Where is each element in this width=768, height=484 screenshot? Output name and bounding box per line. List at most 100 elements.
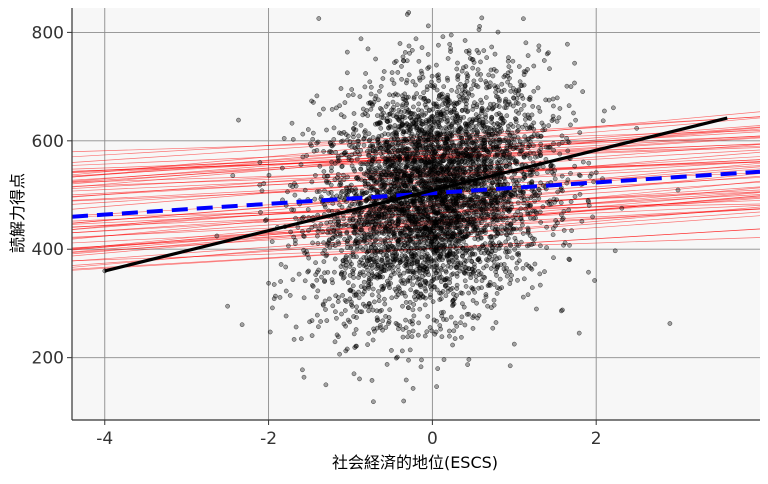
- data-point: [315, 139, 321, 145]
- data-point: [324, 127, 329, 133]
- data-point: [421, 112, 427, 118]
- data-point: [473, 112, 479, 117]
- data-point: [438, 92, 444, 97]
- data-point: [292, 241, 298, 247]
- data-point: [408, 165, 414, 170]
- data-point: [366, 284, 372, 289]
- data-point: [435, 366, 441, 371]
- data-point: [395, 176, 400, 182]
- data-point: [472, 244, 478, 250]
- data-point: [432, 235, 438, 240]
- data-point: [550, 226, 556, 231]
- data-point: [381, 69, 387, 74]
- data-point: [380, 76, 386, 81]
- data-point: [493, 269, 499, 275]
- data-point: [324, 173, 330, 179]
- data-point: [327, 140, 333, 145]
- data-point: [389, 219, 395, 225]
- data-point: [353, 343, 359, 349]
- data-point: [459, 135, 464, 141]
- data-point: [351, 212, 356, 218]
- data-point: [528, 134, 534, 140]
- data-point: [472, 100, 477, 106]
- data-point: [337, 103, 342, 109]
- data-point: [347, 287, 353, 293]
- data-point: [439, 310, 444, 315]
- data-point: [377, 88, 382, 94]
- data-point: [384, 219, 390, 225]
- data-point: [462, 269, 467, 275]
- data-point: [365, 46, 371, 52]
- data-point: [456, 93, 462, 99]
- data-point: [306, 268, 311, 274]
- data-point: [416, 256, 422, 261]
- data-point: [404, 100, 409, 106]
- data-point: [536, 105, 541, 110]
- data-point: [525, 229, 531, 234]
- data-point: [357, 376, 362, 382]
- data-point: [365, 267, 370, 273]
- data-point: [401, 398, 407, 404]
- data-point: [400, 54, 406, 60]
- data-point: [382, 301, 388, 307]
- data-point: [471, 261, 477, 267]
- data-point: [347, 264, 353, 269]
- data-point: [423, 99, 429, 105]
- data-point: [342, 236, 347, 242]
- data-point: [431, 119, 437, 125]
- data-point: [538, 141, 544, 147]
- data-point: [314, 93, 320, 99]
- data-point: [473, 274, 479, 279]
- data-point: [438, 210, 444, 216]
- data-point: [552, 176, 558, 182]
- data-point: [555, 220, 560, 226]
- data-point: [484, 55, 490, 60]
- data-point: [323, 253, 329, 259]
- data-point: [481, 128, 487, 134]
- data-point: [263, 218, 268, 223]
- data-point: [332, 256, 338, 262]
- data-point: [375, 137, 380, 143]
- data-point: [463, 265, 469, 271]
- data-point: [361, 279, 367, 285]
- data-point: [374, 190, 380, 196]
- data-point: [360, 191, 366, 197]
- data-point: [382, 238, 388, 244]
- data-point: [429, 258, 435, 263]
- data-point: [370, 337, 376, 343]
- data-point: [396, 127, 402, 132]
- data-point: [375, 113, 380, 118]
- data-point: [405, 173, 411, 179]
- data-point: [406, 184, 411, 190]
- data-point: [481, 48, 487, 53]
- data-point: [492, 51, 498, 57]
- data-point: [336, 334, 341, 340]
- data-point: [497, 276, 503, 282]
- data-point: [514, 145, 520, 151]
- data-point: [301, 247, 306, 253]
- data-point: [479, 243, 485, 249]
- data-point: [521, 154, 527, 160]
- data-point: [541, 123, 547, 129]
- data-point: [366, 100, 371, 106]
- data-point: [391, 153, 396, 159]
- data-point: [452, 320, 458, 326]
- data-point: [460, 151, 465, 156]
- data-point: [475, 84, 481, 90]
- data-point: [335, 154, 341, 159]
- data-point: [440, 34, 446, 40]
- data-point: [454, 220, 460, 225]
- data-point: [370, 286, 376, 292]
- data-point: [544, 51, 550, 57]
- data-point: [364, 108, 370, 113]
- data-point: [300, 367, 305, 373]
- data-point: [590, 214, 595, 220]
- data-point: [425, 23, 431, 29]
- data-point: [514, 96, 520, 101]
- data-point: [454, 293, 459, 298]
- data-point: [494, 94, 499, 99]
- data-point: [470, 315, 476, 320]
- data-point: [358, 36, 364, 42]
- data-point: [411, 104, 416, 110]
- data-point: [501, 152, 507, 158]
